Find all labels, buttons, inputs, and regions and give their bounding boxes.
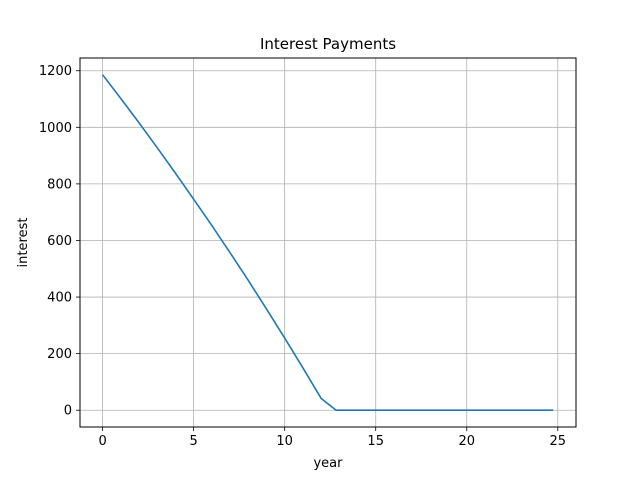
grid-layer [80,58,576,427]
y-tick-label: 800 [47,177,72,192]
x-tick-label: 10 [276,434,293,449]
tick-layer: 0 5 10 15 20 25 0 200 400 600 800 1000 1200 [39,64,566,449]
x-tick-label: 20 [458,434,475,449]
series-line-0 [101,74,554,412]
series-layer [101,74,554,412]
x-tick-label: 25 [550,434,567,449]
y-axis-label: interest [16,218,31,268]
axes-frame [79,57,577,428]
y-tick-label: 1200 [39,64,72,79]
chart-title: Interest Payments [260,35,396,53]
y-tick-label: 400 [47,291,72,306]
x-tick-label: 5 [189,434,197,449]
x-axis-label: year [313,456,343,471]
y-tick-label: 600 [47,234,72,249]
y-tick-label: 200 [47,347,72,362]
y-tick-label: 1000 [39,121,72,136]
x-tick-label: 15 [367,434,384,449]
y-tick-label: 0 [64,404,72,419]
x-tick-label: 0 [98,434,106,449]
